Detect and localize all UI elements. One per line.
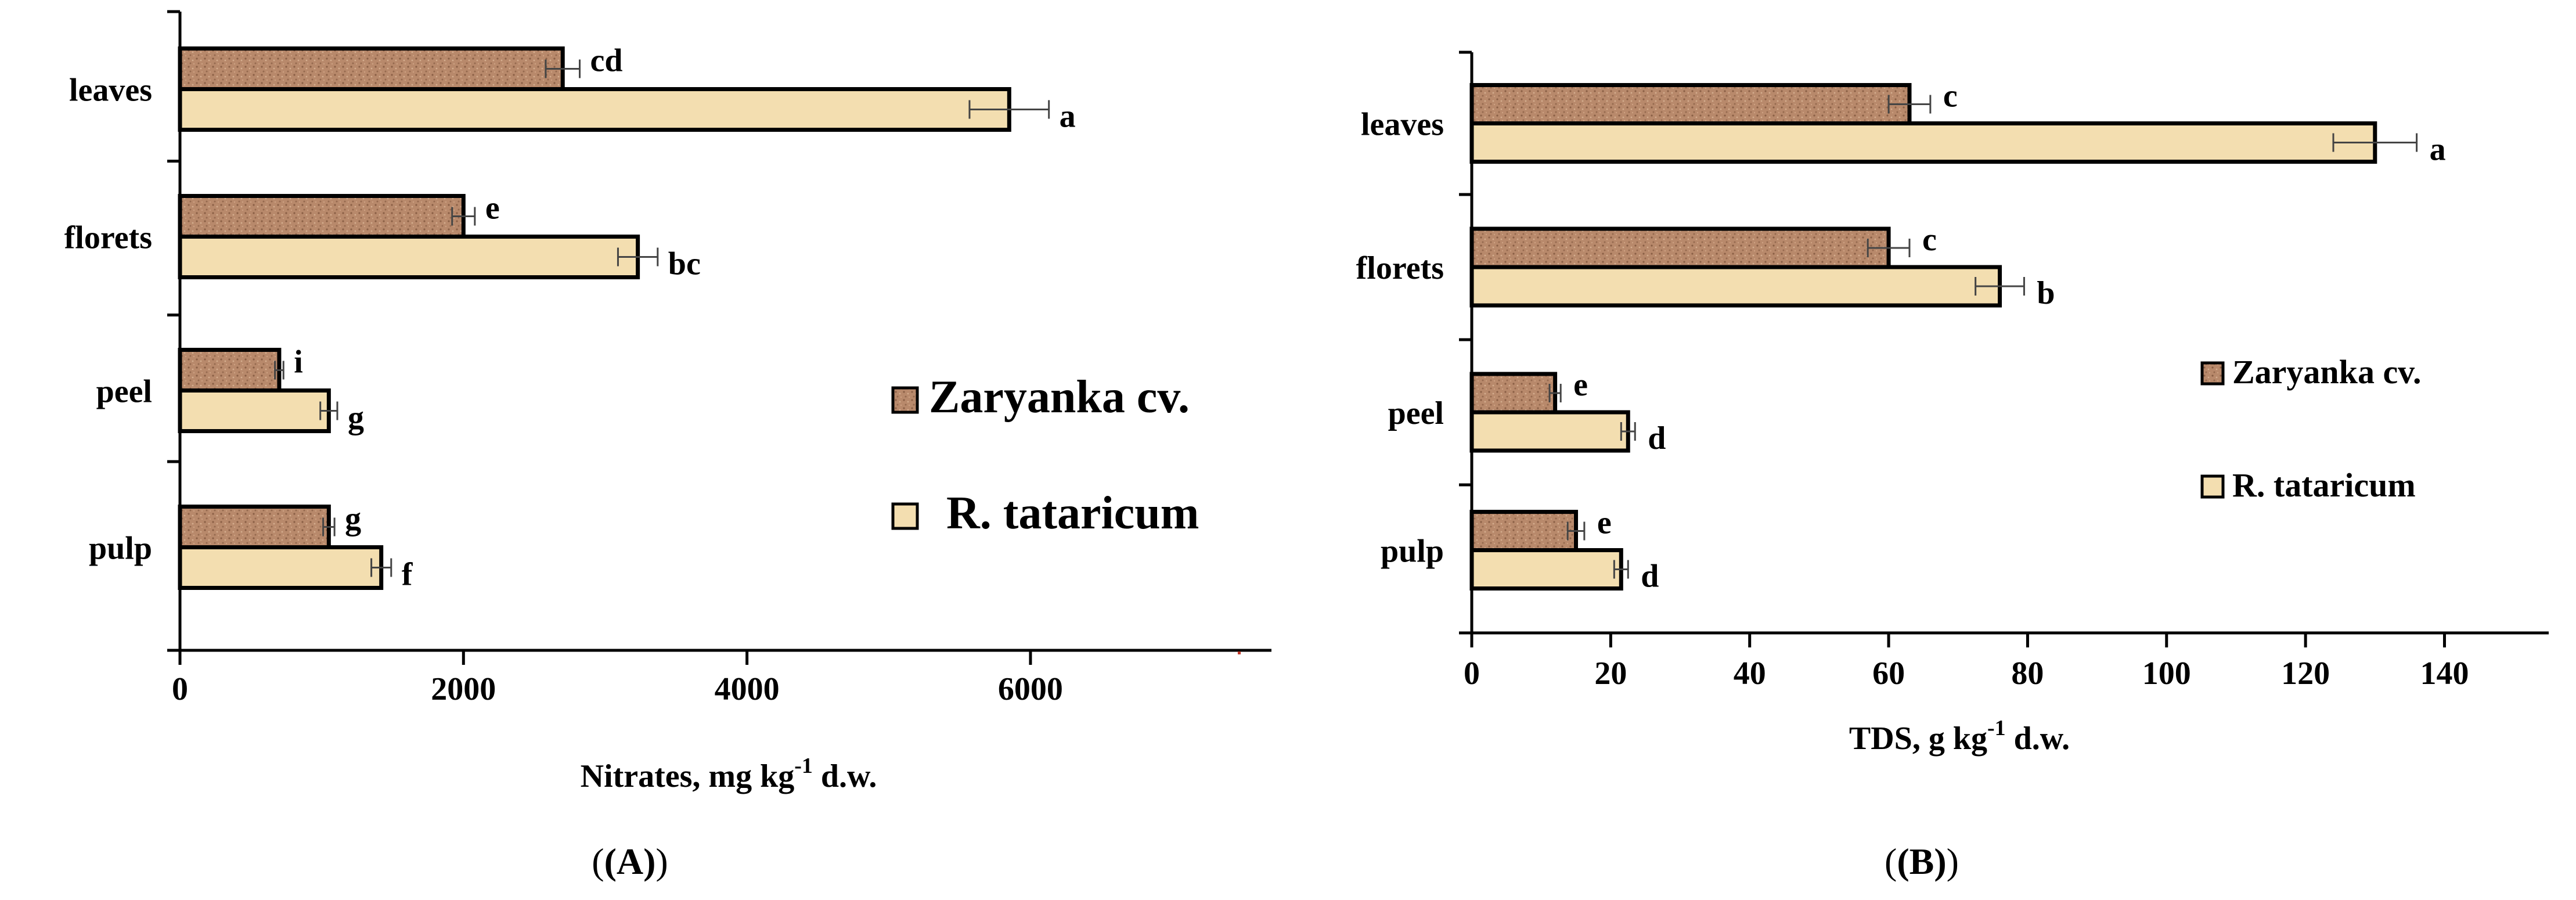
legend-label-tataricum: R. tataricum — [946, 488, 1199, 539]
panel-a: cd a e bc i g g f 0 2000 4000 6000 leaves florets pee… — [64, 10, 1271, 882]
x-tick-label: 140 — [2420, 656, 2469, 692]
stray-mark — [1238, 651, 1241, 654]
significance-letter: f — [402, 557, 413, 593]
legend-swatch-tataricum — [891, 502, 919, 530]
bar-zaryanka — [178, 46, 565, 91]
panel-b-legend: Zaryanka cv. R. tataricum — [2200, 353, 2422, 504]
significance-letter: g — [345, 501, 361, 537]
category-label: peel — [1388, 395, 1444, 431]
x-tick-label: 2000 — [431, 671, 496, 707]
bar-tataricum — [178, 388, 331, 433]
legend-swatch-tataricum — [2200, 474, 2225, 499]
significance-letter: e — [485, 190, 500, 226]
significance-letter: e — [1597, 505, 1612, 541]
significance-letter: c — [1943, 78, 1958, 114]
bar-zaryanka — [178, 348, 282, 393]
significance-letter: bc — [668, 246, 701, 282]
bar-tataricum — [178, 87, 1011, 132]
legend-label-tataricum: R. tataricum — [2232, 466, 2416, 504]
legend-label-zaryanka: Zaryanka cv. — [2232, 353, 2422, 391]
bar-tataricum — [1469, 410, 1630, 453]
legend-label-zaryanka: Zaryanka cv. — [929, 372, 1190, 423]
significance-letter: a — [2430, 132, 2446, 168]
bar-zaryanka — [178, 194, 466, 239]
category-label: peel — [96, 374, 152, 410]
category-label: florets — [64, 220, 152, 256]
x-tick-label: 4000 — [715, 671, 780, 707]
category-label: pulp — [1381, 534, 1444, 570]
bar-tataricum — [178, 235, 640, 279]
panel-a-label: ((A)) — [592, 841, 668, 882]
category-label: florets — [1356, 250, 1444, 286]
legend-swatch-zaryanka — [891, 386, 919, 414]
significance-letter: a — [1060, 99, 1076, 135]
panel-a-bars: cd a e bc i g g f — [178, 43, 1076, 593]
bar-tataricum — [1469, 548, 1623, 591]
bar-zaryanka — [1469, 510, 1579, 552]
x-tick-label: 0 — [1464, 656, 1480, 692]
panel-a-axes — [167, 10, 1271, 652]
panel-b-axes — [1459, 51, 2549, 635]
x-tick-label: 40 — [1734, 656, 1766, 692]
panel-a-xlabel: Nitrates, mg kg-1 d.w. — [581, 754, 877, 794]
panel-b-xlabel: TDS, g kg-1 d.w. — [1849, 716, 2070, 757]
category-label: leaves — [69, 73, 152, 109]
category-label: pulp — [89, 531, 152, 567]
significance-letter: d — [1641, 559, 1659, 595]
x-tick-label: 120 — [2281, 656, 2330, 692]
significance-letter: cd — [590, 43, 623, 79]
panel-b-ticks: 0 20 40 60 80 100 120 140 leaves florets peel pulp — [1356, 107, 2469, 692]
panel-a-legend: Zaryanka cv. R. tataricum — [891, 372, 1199, 539]
x-tick-label: 0 — [172, 671, 188, 707]
significance-letter: e — [1573, 367, 1588, 403]
x-tick-label: 100 — [2142, 656, 2191, 692]
significance-letter: b — [2037, 275, 2055, 311]
significance-letter: g — [348, 400, 364, 436]
panel-a-ticks: 0 2000 4000 6000 leaves florets peel pulp — [64, 73, 1063, 708]
x-tick-label: 60 — [1872, 656, 1905, 692]
bar-zaryanka — [178, 505, 331, 549]
significance-letter: c — [1922, 222, 1937, 258]
bar-zaryanka — [1469, 83, 1912, 125]
significance-letter: d — [1648, 420, 1666, 456]
x-tick-label: 80 — [2011, 656, 2044, 692]
bar-tataricum — [1469, 265, 2002, 308]
legend-swatch-zaryanka — [2200, 361, 2225, 386]
x-tick-label: 6000 — [998, 671, 1063, 707]
category-label: leaves — [1361, 107, 1444, 143]
bar-zaryanka — [1469, 372, 1558, 415]
significance-letter: i — [294, 344, 303, 380]
bar-tataricum — [178, 545, 384, 590]
bar-tataricum — [1469, 121, 2377, 164]
bar-zaryanka — [1469, 226, 1891, 269]
x-tick-label: 20 — [1594, 656, 1627, 692]
panel-b-label: ((B)) — [1885, 841, 1959, 882]
